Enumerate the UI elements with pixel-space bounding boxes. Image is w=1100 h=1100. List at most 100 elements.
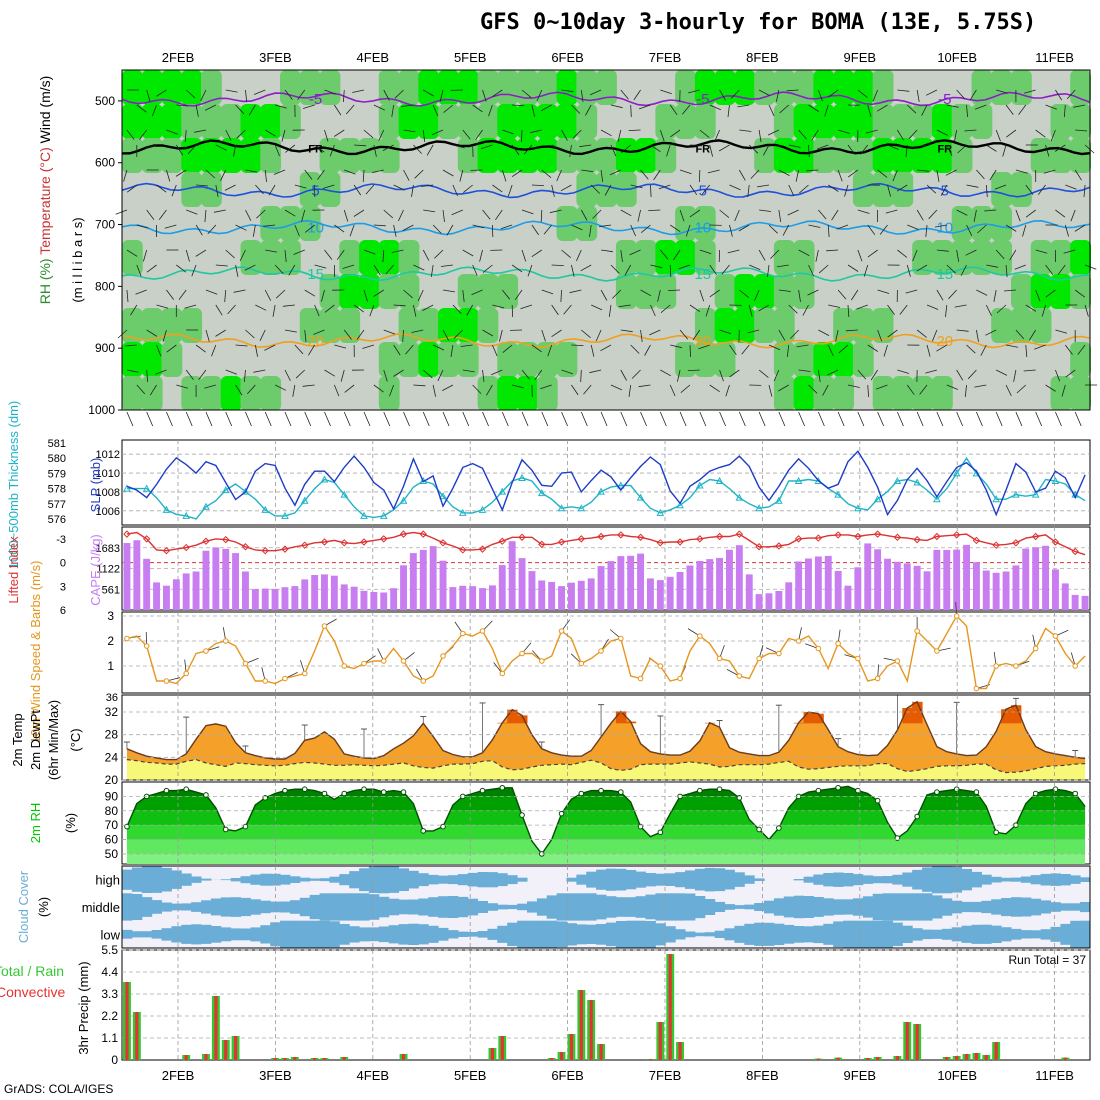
cloud-cell <box>250 899 261 915</box>
wind-barb <box>631 369 641 379</box>
cloud-cell <box>457 874 469 886</box>
rh-cell <box>319 172 341 207</box>
wind-barb <box>353 209 365 217</box>
date-label-bottom: 11FEB <box>1035 1068 1074 1083</box>
wind-barb <box>422 411 430 427</box>
wind-barb <box>264 289 272 301</box>
cloud-cell <box>1080 902 1091 913</box>
wind-barb <box>235 264 239 277</box>
wind-barb <box>995 129 1001 142</box>
cloud-cell <box>704 867 716 892</box>
wind-barb <box>679 329 689 340</box>
cloud-cell <box>586 893 597 921</box>
cloud-cell <box>724 928 735 941</box>
wind-barb <box>382 249 385 263</box>
wind-barb <box>986 144 997 152</box>
wind-barb <box>1041 304 1046 317</box>
wind-barb <box>391 104 395 117</box>
cloud-cell <box>704 932 716 937</box>
cloud-cell <box>932 895 943 919</box>
wind-barb <box>176 264 187 273</box>
wind-barb <box>608 304 612 317</box>
cloud-cell <box>1070 920 1081 948</box>
rh-cell <box>773 138 795 173</box>
data-point <box>399 496 408 504</box>
wind-barb <box>225 411 233 427</box>
wind-barb <box>531 224 539 236</box>
slp-tick-label: 1010 <box>96 468 120 480</box>
wind-barb <box>863 264 869 277</box>
rh-cell <box>398 240 420 275</box>
data-point <box>222 826 229 833</box>
wind-barb <box>870 369 878 381</box>
cloud-cell <box>1011 928 1022 940</box>
wind-barb <box>460 344 473 347</box>
wind-barb <box>263 224 276 227</box>
cloud-cell <box>665 926 676 943</box>
wind-barb <box>405 344 414 355</box>
wind-barb <box>324 411 331 427</box>
wind-barb <box>633 89 641 101</box>
rh-cell <box>655 240 677 275</box>
thickness-tick-label: 581 <box>48 438 66 450</box>
wind-barb <box>256 209 266 219</box>
data-point <box>518 533 526 541</box>
thickness-line-markers <box>123 469 1080 519</box>
wind-barb <box>225 369 238 375</box>
wind-barb <box>877 329 883 342</box>
cloud-cell <box>280 874 291 885</box>
wind-barb <box>776 264 789 268</box>
wind-barb <box>798 129 807 140</box>
cape-bar <box>1052 569 1059 610</box>
precip-convective-bar <box>550 1058 554 1060</box>
cloud-cell <box>615 921 627 948</box>
rh-cell <box>852 104 874 139</box>
wind-barb <box>205 169 216 179</box>
contour-label: 5 <box>699 183 707 200</box>
wind-barb <box>630 224 636 237</box>
cloud-cell <box>951 866 963 893</box>
wind-barb <box>462 249 474 257</box>
cloud-cell <box>882 920 893 948</box>
rh-cell <box>181 70 203 105</box>
wind-barb <box>739 129 752 132</box>
rh-cell <box>932 104 953 139</box>
cloud-cell <box>270 901 281 913</box>
cape-bar <box>1071 594 1079 610</box>
data-point <box>775 542 783 550</box>
cloud-cell <box>250 874 261 885</box>
wind-barb <box>600 129 612 137</box>
wind-barb <box>705 304 711 317</box>
wind-barb <box>701 184 711 195</box>
data-point <box>340 490 349 498</box>
wind-barb <box>389 384 395 397</box>
data-point <box>695 481 704 489</box>
rh-cell <box>161 70 183 105</box>
data-point <box>1052 633 1059 639</box>
rh-cell <box>457 70 479 105</box>
data-point <box>756 826 762 833</box>
cloud-cell <box>892 893 903 921</box>
wind-barb <box>727 249 740 254</box>
wind-barb <box>730 89 740 99</box>
wind-barb <box>946 144 953 156</box>
rh-cell <box>833 376 854 411</box>
data-point <box>361 660 367 667</box>
wind-barb <box>194 129 207 133</box>
data-point <box>814 534 823 542</box>
rh-cell <box>734 274 756 309</box>
rh-cell <box>141 308 163 343</box>
wind-barb <box>610 384 623 391</box>
wind-barb <box>178 289 187 300</box>
temp-fill <box>126 701 1086 773</box>
wind-barb <box>669 384 676 397</box>
contour-label: 15 <box>307 266 324 283</box>
cape-bar <box>992 572 1000 610</box>
wind-barb <box>936 289 944 301</box>
wind-barb <box>954 129 958 142</box>
data-point <box>597 532 605 541</box>
wind-barb <box>452 304 462 314</box>
wind-barb <box>492 184 503 193</box>
precip-ylabel: 3hr Precip (mm) <box>76 961 91 1054</box>
data-point <box>854 504 862 512</box>
